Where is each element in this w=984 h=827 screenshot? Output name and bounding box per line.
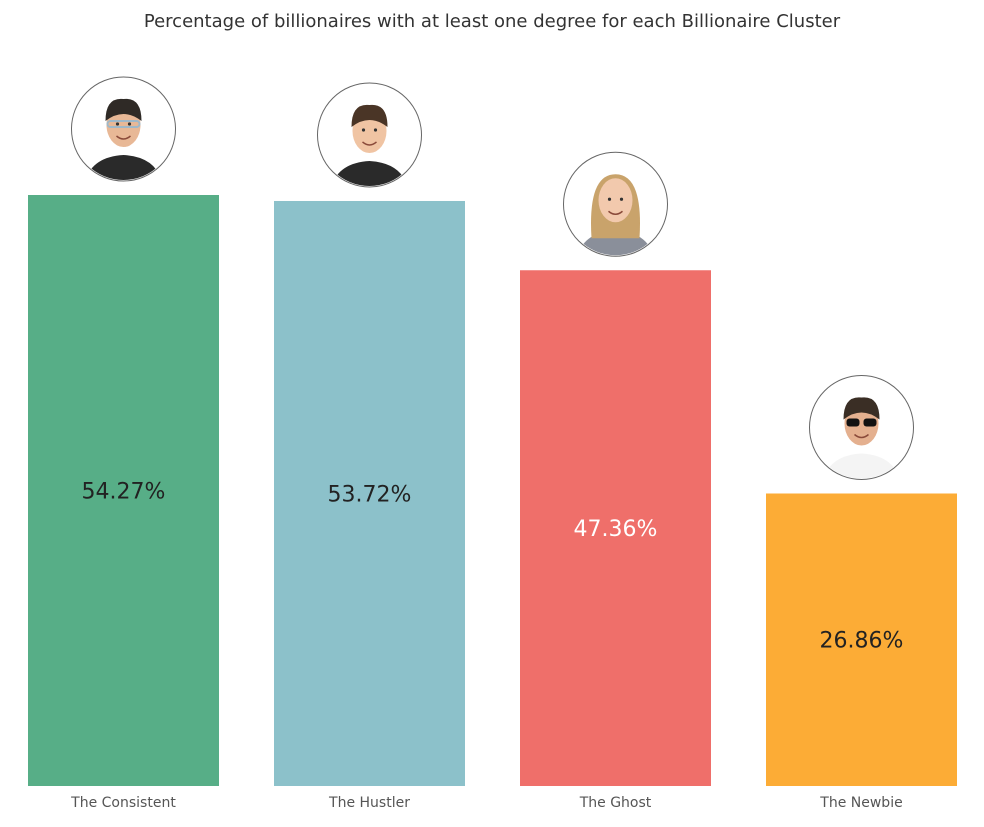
chart-title: Percentage of billionaires with at least… — [144, 11, 841, 32]
bar-3 — [520, 270, 711, 786]
category-label: The Consistent — [70, 795, 176, 811]
bar-2 — [274, 200, 465, 786]
bar-value-label: 54.27% — [82, 480, 166, 505]
bars-group: 54.27% The Consistent 53.72% The Hustler 47.… — [28, 76, 957, 811]
person-glasses-icon — [71, 76, 176, 182]
bar-value-label: 53.72% — [328, 482, 412, 507]
category-label: The Newbie — [819, 795, 902, 811]
bar-4 — [766, 493, 957, 786]
person-smiling-icon — [317, 82, 422, 188]
category-label: The Hustler — [328, 795, 410, 811]
bar-value-label: 26.86% — [820, 629, 904, 654]
person-blonde-woman-icon — [563, 151, 668, 257]
bar-value-label: 47.36% — [574, 517, 658, 542]
category-label: The Ghost — [579, 795, 652, 811]
person-sunglasses-icon — [809, 374, 914, 480]
bar-1 — [28, 195, 219, 786]
